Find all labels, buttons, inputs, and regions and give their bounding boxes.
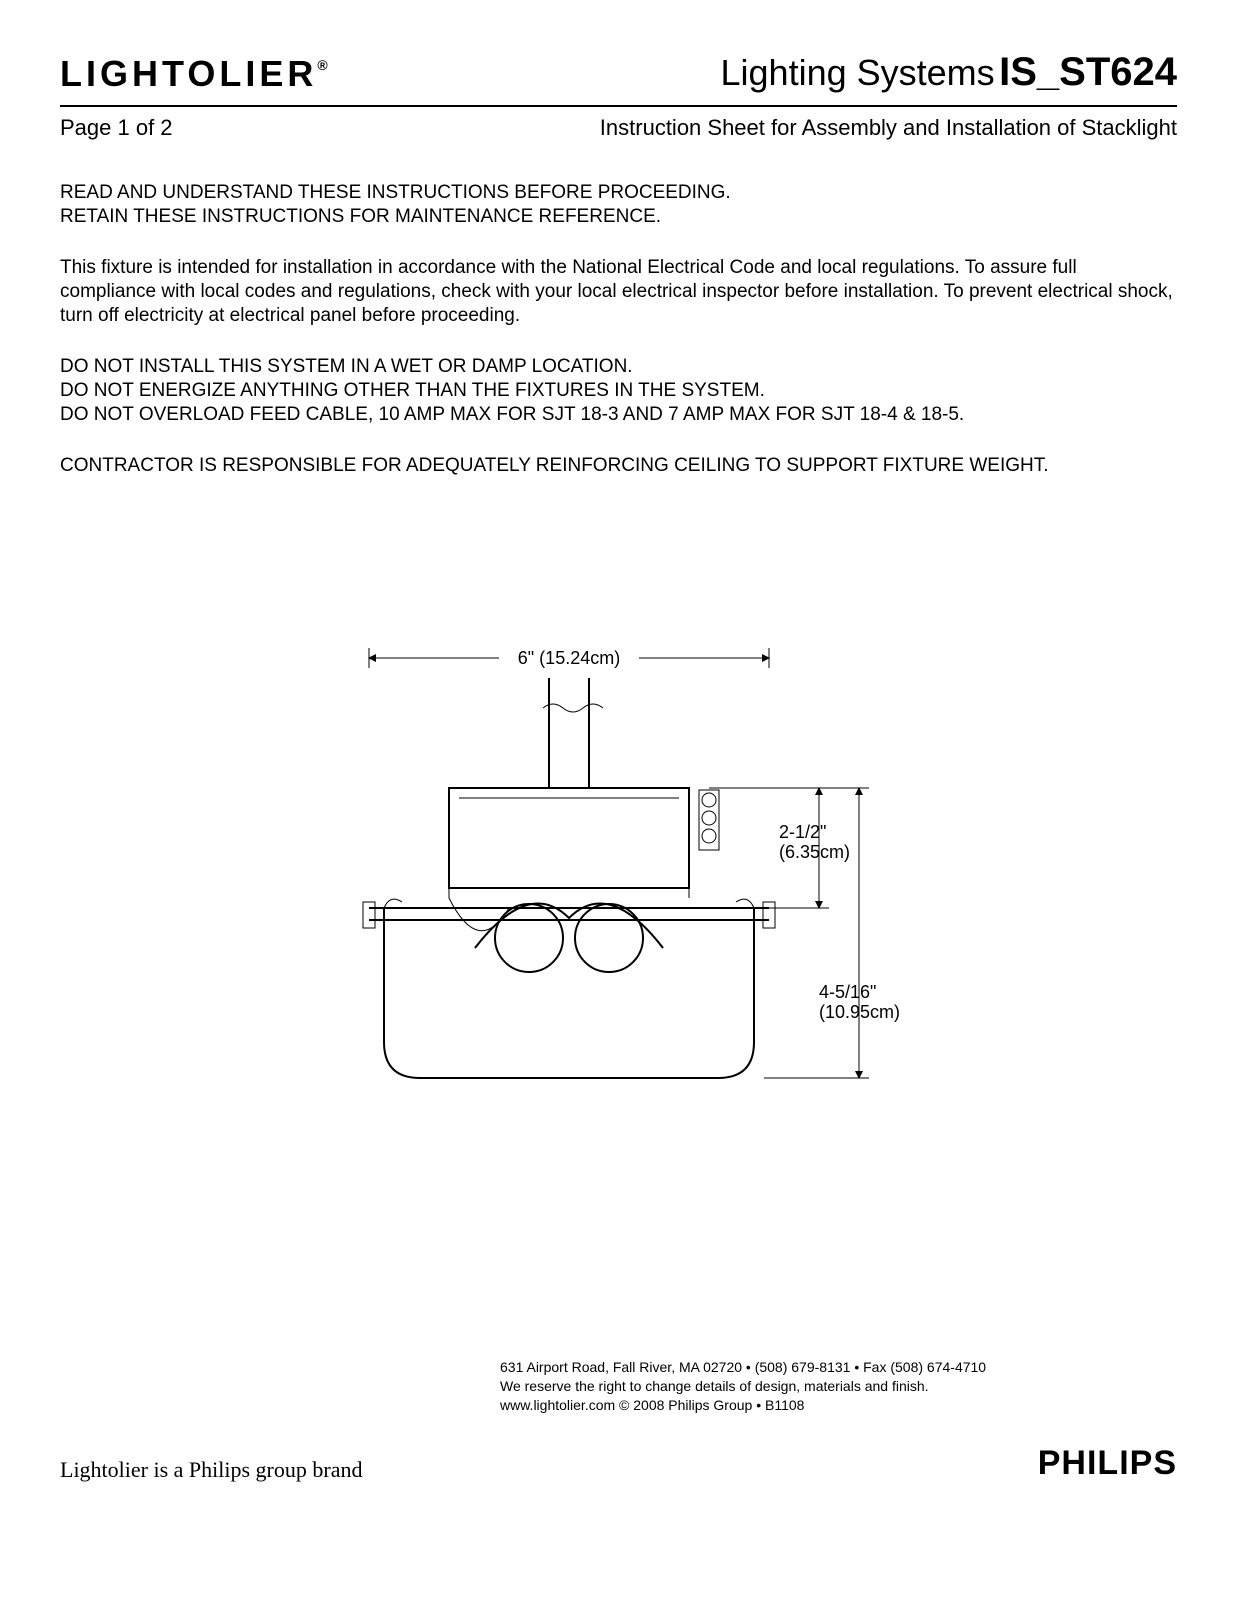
read-line: READ AND UNDERSTAND THESE INSTRUCTIONS B… xyxy=(60,181,1177,205)
retain-line: RETAIN THESE INSTRUCTIONS FOR MAINTENANC… xyxy=(60,205,1177,229)
contractor-line: CONTRACTOR IS RESPONSIBLE FOR ADEQUATELY… xyxy=(60,454,1177,478)
do-not-block: DO NOT INSTALL THIS SYSTEM IN A WET OR D… xyxy=(60,355,1177,428)
doc-title: Lighting Systems IS_ST624 xyxy=(721,50,1177,95)
diagram-container: 6" (15.24cm) 2-1/2"(6.35cm) 4-5/16"(10.95c… xyxy=(60,618,1177,1138)
header: LIGHTOLIER® Lighting Systems IS_ST624 xyxy=(60,50,1177,101)
intended-paragraph: This fixture is intended for installatio… xyxy=(60,256,1177,329)
page: LIGHTOLIER® Lighting Systems IS_ST624 Pa… xyxy=(0,0,1237,1523)
subheader: Page 1 of 2 Instruction Sheet for Assemb… xyxy=(60,115,1177,141)
svg-text:4-5/16": 4-5/16" xyxy=(819,982,876,1002)
model-code: IS_ST624 xyxy=(999,50,1177,94)
svg-text:2-1/2": 2-1/2" xyxy=(779,822,826,842)
tagline: Lightolier is a Philips group brand xyxy=(60,1457,362,1483)
donot-2: DO NOT ENERGIZE ANYTHING OTHER THAN THE … xyxy=(60,379,1177,403)
header-rule xyxy=(60,105,1177,107)
system-label: Lighting Systems xyxy=(721,52,995,93)
donot-3: DO NOT OVERLOAD FEED CABLE, 10 AMP MAX F… xyxy=(60,403,1177,427)
disclaimer-line: We reserve the right to change details o… xyxy=(500,1377,1177,1396)
brand-logo: LIGHTOLIER® xyxy=(60,53,332,95)
svg-text:(10.95cm): (10.95cm) xyxy=(819,1002,900,1022)
footer: 631 Airport Road, Fall River, MA 02720 •… xyxy=(60,1358,1177,1484)
url-line: www.lightolier.com © 2008 Philips Group … xyxy=(500,1396,1177,1415)
fine-print: 631 Airport Road, Fall River, MA 02720 •… xyxy=(500,1358,1177,1415)
svg-text:6" (15.24cm): 6" (15.24cm) xyxy=(517,648,619,668)
donot-1: DO NOT INSTALL THIS SYSTEM IN A WET OR D… xyxy=(60,355,1177,379)
brand-text: LIGHTOLIER xyxy=(60,53,317,94)
address-line: 631 Airport Road, Fall River, MA 02720 •… xyxy=(500,1358,1177,1377)
fixture-diagram: 6" (15.24cm) 2-1/2"(6.35cm) 4-5/16"(10.95c… xyxy=(299,618,939,1138)
registered-mark: ® xyxy=(317,57,331,73)
footer-row: Lightolier is a Philips group brand PHIL… xyxy=(60,1444,1177,1483)
sheet-title: Instruction Sheet for Assembly and Insta… xyxy=(600,115,1177,141)
philips-logo: PHILIPS xyxy=(1038,1444,1177,1483)
warning-read-retain: READ AND UNDERSTAND THESE INSTRUCTIONS B… xyxy=(60,181,1177,230)
page-number: Page 1 of 2 xyxy=(60,115,173,141)
svg-text:(6.35cm): (6.35cm) xyxy=(779,842,850,862)
